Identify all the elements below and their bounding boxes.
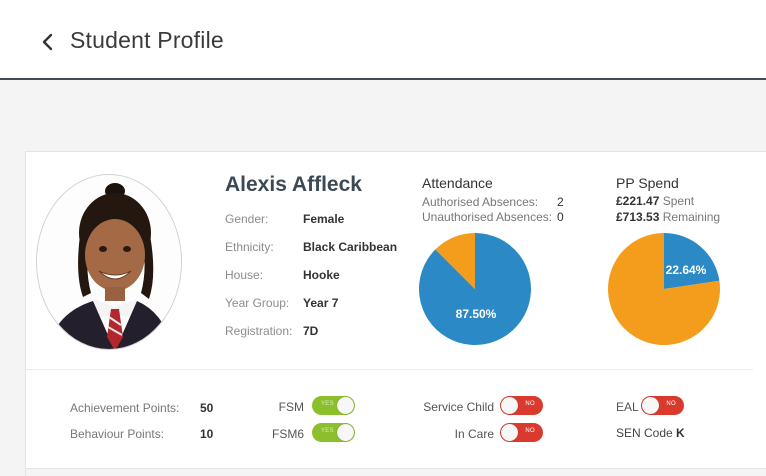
in-care-toggle[interactable]: NO bbox=[500, 423, 543, 442]
card-divider bbox=[26, 369, 753, 370]
pp-remaining-label: Remaining bbox=[662, 210, 721, 224]
eal-toggle-knob bbox=[642, 397, 659, 414]
pp-spend-title: PP Spend bbox=[616, 175, 679, 191]
unauthorised-absences-count: 0 bbox=[557, 210, 564, 224]
behaviour-points-label: Behaviour Points: bbox=[70, 427, 165, 441]
authorised-absences-count: 2 bbox=[557, 195, 564, 209]
pp-remaining-amount: £713.53 bbox=[616, 210, 660, 224]
service-child-label: Service Child bbox=[423, 400, 494, 414]
registration-value: 7D bbox=[303, 324, 319, 338]
student-profile-card: Alexis Affleck Gender: Female Ethnicity:… bbox=[25, 151, 766, 476]
gender-value: Female bbox=[303, 212, 345, 226]
pp-remaining-row: £713.53 Remaining bbox=[616, 210, 720, 224]
page-header: Student Profile bbox=[0, 0, 766, 80]
page-title: Student Profile bbox=[70, 27, 224, 53]
fsm-toggle-state: YES bbox=[321, 401, 334, 407]
in-care-toggle-state: NO bbox=[525, 428, 535, 434]
sen-code-label: SEN Code bbox=[616, 426, 673, 440]
pp-slice-spent bbox=[664, 233, 720, 289]
authorised-absences-label: Authorised Absences: bbox=[422, 195, 539, 209]
registration-label: Registration: bbox=[225, 324, 293, 338]
ethnicity-value: Black Caribbean bbox=[303, 240, 398, 254]
behaviour-points-value: 10 bbox=[200, 427, 214, 441]
attendance-title: Attendance bbox=[422, 175, 493, 191]
eal-label: EAL bbox=[616, 400, 639, 414]
student-name: Alexis Affleck bbox=[225, 173, 362, 196]
student-photo-illustration bbox=[37, 175, 181, 349]
year-group-value: Year 7 bbox=[303, 296, 339, 310]
attendance-slice-present bbox=[418, 233, 531, 345]
year-group-label: Year Group: bbox=[225, 296, 290, 310]
fsm-toggle-knob bbox=[337, 397, 354, 414]
service-child-toggle-knob bbox=[501, 397, 518, 414]
sen-code: SEN Code K bbox=[616, 426, 685, 440]
fsm6-label: FSM6 bbox=[271, 427, 304, 441]
attendance-pie-chart: 87.50% bbox=[418, 233, 531, 345]
student-photo bbox=[36, 174, 182, 350]
pp-spent-row: £221.47 Spent bbox=[616, 194, 694, 208]
fsm-toggle[interactable]: YES bbox=[312, 396, 355, 415]
sen-code-value: K bbox=[676, 426, 685, 440]
attendance-slice-absent bbox=[435, 233, 475, 289]
eal-toggle-state: NO bbox=[666, 401, 676, 407]
service-child-toggle[interactable]: NO bbox=[500, 396, 543, 415]
fsm-label: FSM bbox=[278, 400, 304, 414]
chevron-left-icon[interactable] bbox=[36, 26, 64, 58]
house-value: Hooke bbox=[303, 268, 340, 282]
achievement-points-value: 50 bbox=[200, 401, 214, 415]
pp-spent-amount: £221.47 bbox=[616, 194, 660, 208]
house-label: House: bbox=[225, 268, 264, 282]
pp-pie-label: 22.64% bbox=[666, 263, 707, 277]
achievement-points-label: Achievement Points: bbox=[70, 401, 180, 415]
fsm6-toggle-state: YES bbox=[321, 428, 334, 434]
next-card-edge bbox=[26, 468, 766, 476]
in-care-toggle-knob bbox=[501, 424, 518, 441]
gender-label: Gender: bbox=[225, 212, 269, 226]
unauthorised-absences-label: Unauthorised Absences: bbox=[422, 210, 553, 224]
eal-toggle[interactable]: NO bbox=[641, 396, 684, 415]
pp-slice-remaining bbox=[608, 233, 721, 345]
attendance-pie-label: 87.50% bbox=[456, 307, 497, 321]
ethnicity-label: Ethnicity: bbox=[225, 240, 274, 254]
service-child-toggle-state: NO bbox=[525, 401, 535, 407]
fsm6-toggle[interactable]: YES bbox=[312, 423, 355, 442]
pp-spent-label: Spent bbox=[662, 194, 695, 208]
back-button[interactable] bbox=[36, 26, 64, 58]
fsm6-toggle-knob bbox=[337, 424, 354, 441]
in-care-label: In Care bbox=[454, 427, 494, 441]
pp-spend-pie-chart: 22.64% bbox=[608, 233, 721, 345]
